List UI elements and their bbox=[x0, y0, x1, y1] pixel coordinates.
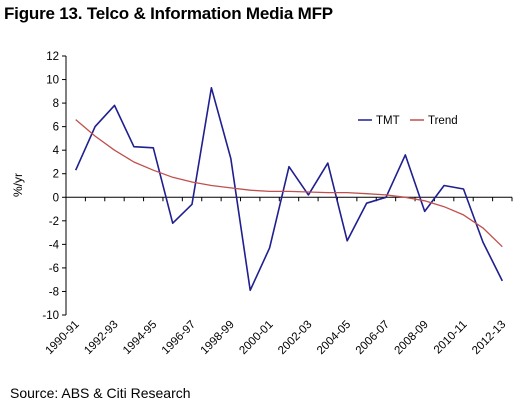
x-tick-label: 1994-95 bbox=[121, 319, 159, 357]
x-axis-ticks: 1990-91 1992-93 1994-95 1996-97 1998-99 2000-… bbox=[43, 197, 513, 357]
y-axis-ticks: -10 -8 -6 -4 -2 0 2 4 6 8 10 12 bbox=[42, 51, 66, 322]
x-tick-label: 2004-05 bbox=[315, 319, 353, 357]
x-tick-label: 2002-03 bbox=[276, 319, 314, 357]
y-tick-label: 6 bbox=[53, 122, 59, 134]
series-line-trend bbox=[75, 119, 503, 248]
chart-axes bbox=[65, 56, 512, 315]
x-tick-label: 2000-01 bbox=[237, 319, 275, 357]
x-tick-label: 1992-93 bbox=[82, 319, 120, 357]
x-tick-label: 2010-11 bbox=[432, 319, 470, 357]
y-tick-label: -2 bbox=[49, 216, 59, 228]
y-tick-label: 0 bbox=[53, 192, 59, 204]
x-tick-label: 1996-97 bbox=[160, 319, 198, 357]
y-tick-label: 2 bbox=[53, 169, 59, 181]
line-chart: -10 -8 -6 -4 -2 0 2 4 6 8 10 12 1990-91 1992-93 1994-… bbox=[11, 51, 513, 357]
y-tick-label: -10 bbox=[42, 310, 59, 322]
y-tick-label: 4 bbox=[53, 145, 60, 157]
y-tick-label: -4 bbox=[49, 239, 60, 251]
y-tick-label: 8 bbox=[53, 98, 59, 110]
y-tick-label: -8 bbox=[49, 286, 59, 298]
x-tick-label: 1998-99 bbox=[199, 319, 237, 357]
y-tick-label: 12 bbox=[46, 51, 59, 63]
y-tick-label: -6 bbox=[49, 263, 59, 275]
y-tick-label: 10 bbox=[46, 75, 59, 87]
x-tick-label: 2012-13 bbox=[470, 319, 508, 357]
legend-label-tmt: TMT bbox=[376, 115, 400, 127]
legend-label-trend: Trend bbox=[428, 115, 458, 127]
y-axis-label: %/yr bbox=[11, 173, 25, 197]
source-note: Source: ABS & Citi Research bbox=[10, 385, 191, 401]
series-lines bbox=[74, 87, 504, 292]
chart-legend: TMT Trend bbox=[358, 115, 458, 127]
x-tick-label: 2008-09 bbox=[393, 319, 431, 357]
x-tick-label: 1990-91 bbox=[43, 319, 81, 357]
x-tick-label: 2006-07 bbox=[354, 319, 392, 357]
figure-title: Figure 13. Telco & Information Media MFP bbox=[4, 4, 333, 23]
